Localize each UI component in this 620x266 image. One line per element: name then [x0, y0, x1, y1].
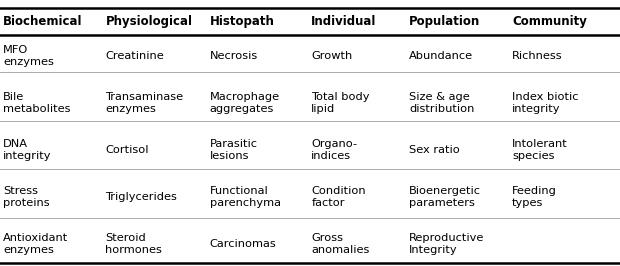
Text: Parasitic
lesions: Parasitic lesions [210, 139, 257, 161]
Text: Size & age
distribution: Size & age distribution [409, 92, 474, 114]
Text: Stress
proteins: Stress proteins [3, 186, 50, 208]
Text: Intolerant
species: Intolerant species [512, 139, 568, 161]
Text: Abundance: Abundance [409, 51, 473, 61]
Text: Macrophage
aggregates: Macrophage aggregates [210, 92, 280, 114]
Text: Triglycerides: Triglycerides [105, 192, 177, 202]
Text: Growth: Growth [311, 51, 353, 61]
Text: Cortisol: Cortisol [105, 145, 149, 155]
Text: Necrosis: Necrosis [210, 51, 258, 61]
Text: Bile
metabolites: Bile metabolites [3, 92, 71, 114]
Text: Sex ratio: Sex ratio [409, 145, 460, 155]
Text: Index biotic
integrity: Index biotic integrity [512, 92, 578, 114]
Text: Feeding
types: Feeding types [512, 186, 557, 208]
Text: Organo-
indices: Organo- indices [311, 139, 357, 161]
Text: Creatinine: Creatinine [105, 51, 164, 61]
Text: Gross
anomalies: Gross anomalies [311, 233, 370, 255]
Text: Reproductive
Integrity: Reproductive Integrity [409, 233, 485, 255]
Text: Histopath: Histopath [210, 15, 275, 28]
Text: Carcinomas: Carcinomas [210, 239, 277, 249]
Text: Physiological: Physiological [105, 15, 192, 28]
Text: MFO
enzymes: MFO enzymes [3, 45, 54, 67]
Text: Steroid
hormones: Steroid hormones [105, 233, 162, 255]
Text: Community: Community [512, 15, 587, 28]
Text: Population: Population [409, 15, 481, 28]
Text: Richness: Richness [512, 51, 563, 61]
Text: Functional
parenchyma: Functional parenchyma [210, 186, 281, 208]
Text: Individual: Individual [311, 15, 376, 28]
Text: Biochemical: Biochemical [3, 15, 82, 28]
Text: Transaminase
enzymes: Transaminase enzymes [105, 92, 184, 114]
Text: Antioxidant
enzymes: Antioxidant enzymes [3, 233, 68, 255]
Text: Bioenergetic
parameters: Bioenergetic parameters [409, 186, 481, 208]
Text: Total body
lipid: Total body lipid [311, 92, 370, 114]
Text: DNA
integrity: DNA integrity [3, 139, 51, 161]
Text: Condition
factor: Condition factor [311, 186, 366, 208]
